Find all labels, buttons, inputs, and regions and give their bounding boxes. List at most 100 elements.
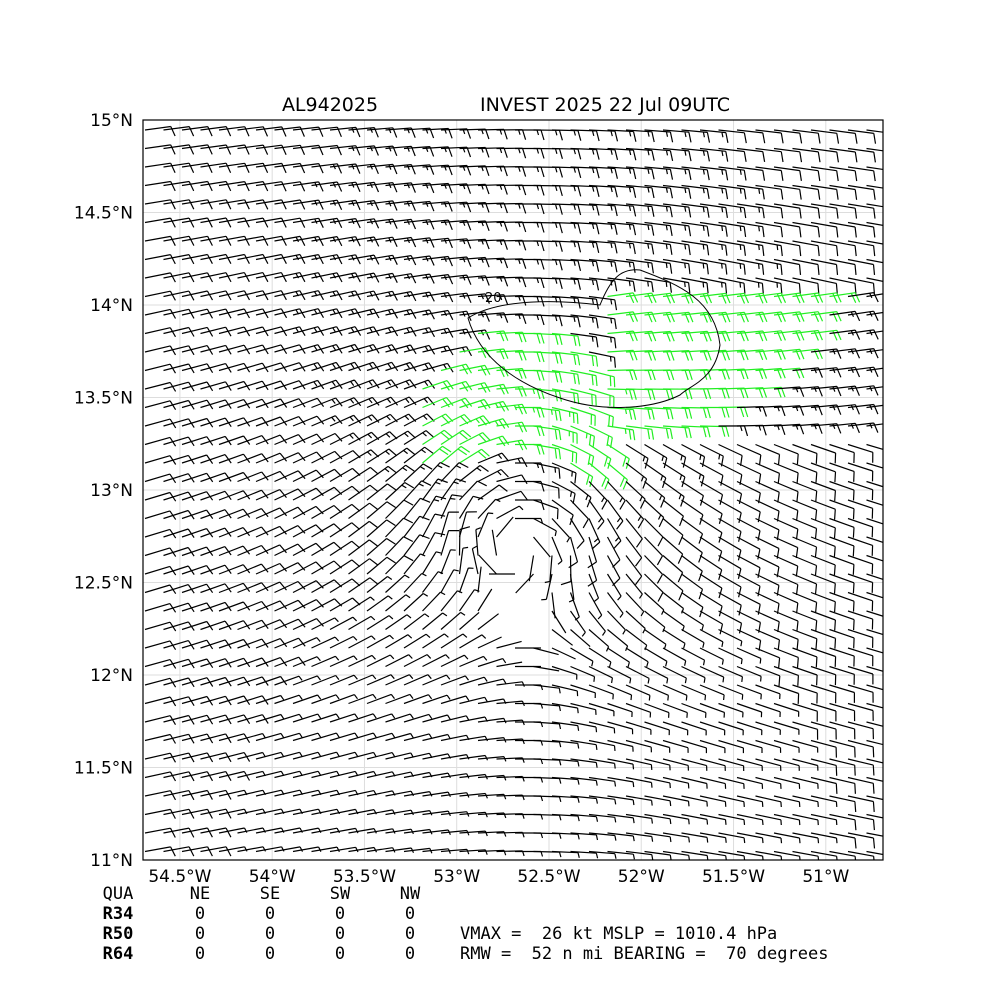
wind-barb	[644, 481, 666, 508]
wind-barb	[718, 628, 743, 647]
wind-barb	[200, 272, 232, 283]
wind-barb	[847, 221, 876, 238]
wind-barb	[736, 517, 761, 541]
wind-barb	[829, 684, 855, 703]
wind-barb	[662, 462, 686, 488]
table-cell: 0	[195, 944, 205, 964]
wind-barb	[736, 554, 761, 579]
wind-barb	[570, 258, 600, 272]
wind-barb	[459, 696, 488, 705]
wind-barb	[588, 203, 618, 217]
wind-barb	[847, 517, 874, 538]
wind-barb	[218, 417, 251, 427]
wind-barb	[366, 654, 395, 668]
wind-barb	[237, 435, 269, 446]
wind-barb	[829, 554, 855, 575]
wind-barb	[255, 489, 287, 501]
wind-barb	[699, 591, 723, 617]
wind-barb	[588, 314, 617, 330]
x-tick-label: 51.5°W	[702, 867, 765, 887]
wind-barb	[329, 414, 362, 427]
wind-barb	[681, 518, 704, 544]
wind-barb	[292, 379, 325, 390]
wind-barb	[829, 702, 856, 722]
wind-barb	[866, 499, 883, 506]
wind-barb	[237, 199, 269, 210]
wind-barb	[237, 126, 269, 137]
wind-barb	[810, 462, 837, 483]
wind-barb	[607, 221, 637, 236]
wind-barb	[551, 832, 580, 840]
wind-barb	[773, 758, 800, 771]
wind-barb	[810, 166, 839, 182]
wind-barb	[533, 499, 559, 520]
wind-barb	[533, 480, 560, 499]
wind-barb	[366, 519, 396, 538]
wind-barb	[311, 636, 340, 649]
wind-barb	[847, 499, 874, 519]
wind-barb	[718, 277, 746, 294]
wind-barb	[311, 397, 343, 409]
wind-barb	[477, 678, 507, 686]
wind-barb	[681, 425, 711, 438]
wind-barb	[477, 793, 507, 800]
wind-barb	[681, 349, 712, 361]
wind-barb	[718, 795, 745, 807]
wind-barb	[385, 379, 417, 390]
wind-barb	[681, 721, 707, 736]
wind-barb	[440, 429, 472, 446]
wind-barb	[366, 828, 396, 834]
wind-barb	[366, 693, 395, 705]
wind-barb	[292, 469, 324, 483]
wind-barb	[218, 272, 250, 283]
wind-barb	[829, 443, 855, 464]
wind-barb	[607, 758, 635, 770]
wind-barb	[218, 126, 250, 137]
wind-barb	[181, 808, 213, 819]
wind-barb	[366, 483, 397, 501]
wind-barb	[866, 330, 883, 335]
wind-barb	[163, 199, 195, 210]
wind-barb	[570, 684, 596, 699]
wind-barb	[459, 480, 487, 501]
wind-barb	[459, 655, 488, 668]
wind-barb	[866, 517, 883, 525]
wind-barb	[625, 292, 657, 304]
wind-barb	[200, 472, 232, 483]
wind-barb	[385, 273, 417, 284]
wind-barb	[311, 617, 339, 631]
wind-barb	[385, 447, 416, 464]
wind-barb	[607, 850, 635, 860]
wind-barb	[218, 490, 251, 501]
wind-barb	[662, 832, 690, 843]
row-label: R50	[103, 924, 134, 944]
wind-barb	[385, 574, 410, 593]
wind-barb	[403, 592, 429, 612]
wind-barb	[163, 808, 195, 819]
wind-barb	[736, 684, 762, 700]
wind-barb	[348, 693, 377, 705]
wind-barb	[144, 790, 177, 801]
wind-barb	[662, 647, 687, 666]
wind-barb	[422, 612, 448, 630]
wind-barb	[866, 647, 883, 654]
wind-barb	[533, 758, 562, 766]
wind-barb	[625, 425, 655, 440]
wind-barb	[440, 328, 472, 339]
wind-barb	[792, 554, 818, 576]
wind-barb	[477, 613, 499, 630]
wind-barb	[699, 166, 729, 181]
wind-barb	[311, 655, 340, 668]
wind-barb	[311, 254, 343, 265]
wind-barb	[810, 499, 836, 520]
wind-barb	[625, 758, 653, 770]
wind-barb	[274, 713, 303, 723]
wind-barb	[773, 628, 799, 650]
wind-barb	[471, 545, 479, 575]
wind-barb	[329, 713, 359, 723]
wind-barb	[625, 555, 643, 585]
wind-barb	[588, 166, 618, 179]
wind-barb	[699, 702, 725, 718]
wind-barb	[144, 125, 176, 137]
wind-barb	[237, 846, 267, 853]
